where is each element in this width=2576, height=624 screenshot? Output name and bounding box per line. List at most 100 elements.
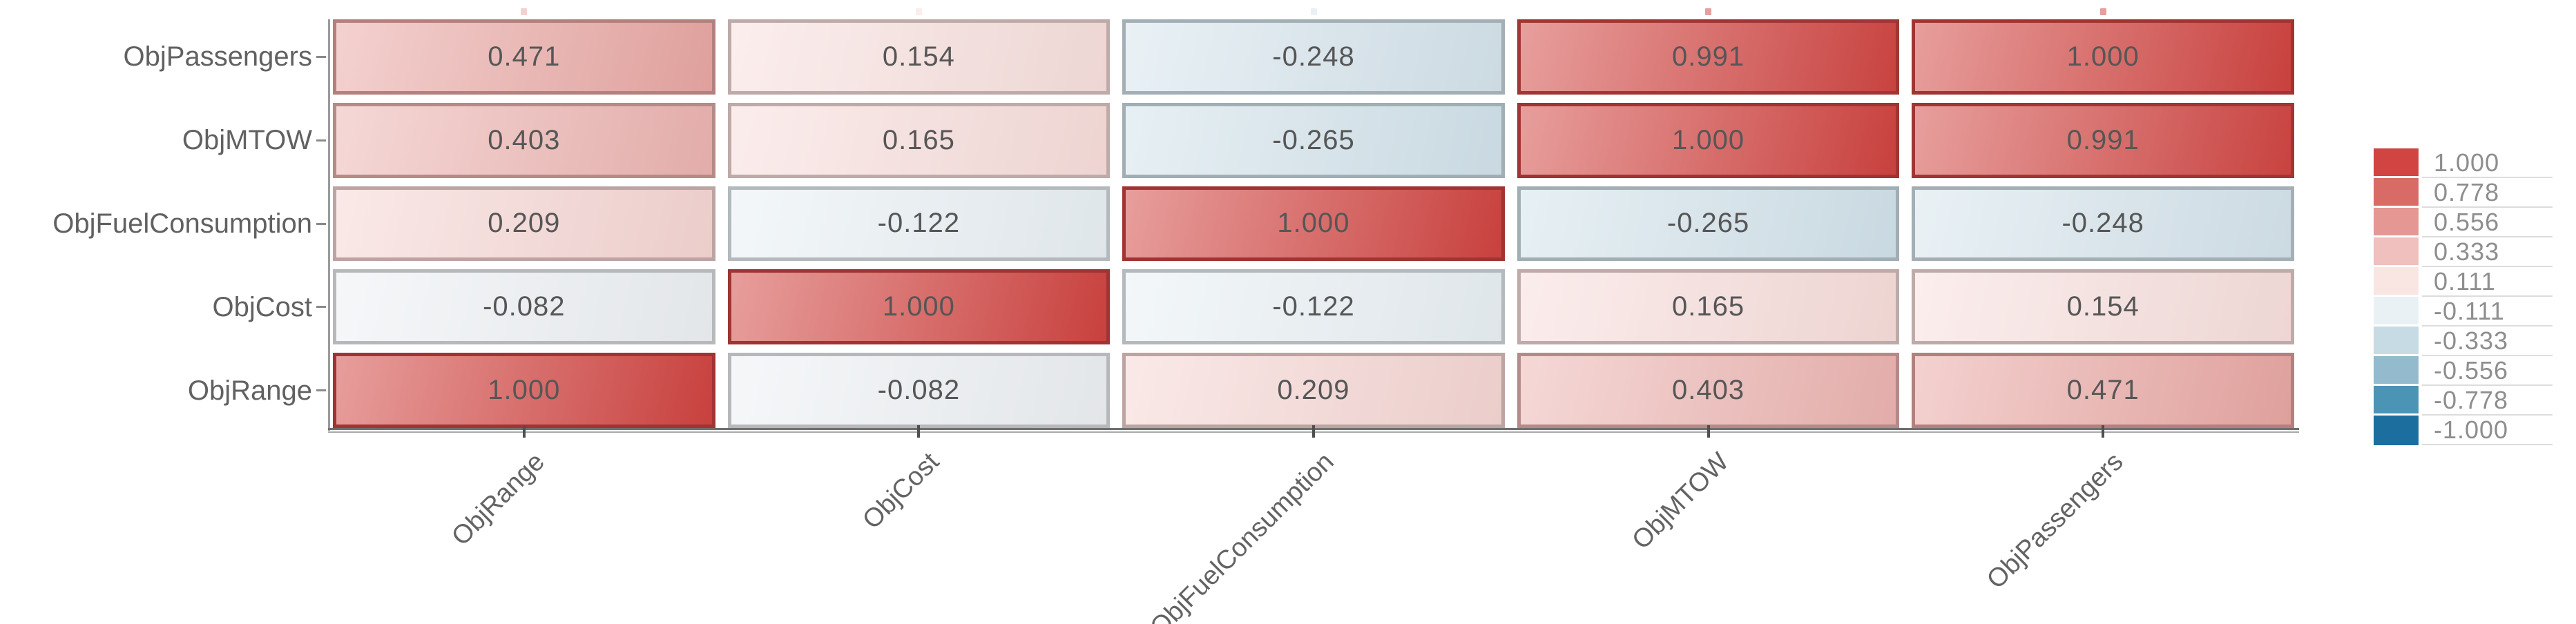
heatmap-cell[interactable]: 0.209 [1122,353,1505,428]
legend-label: -0.778 [2422,386,2553,416]
legend-label: -0.333 [2422,326,2553,356]
cell-value: 1.000 [488,375,561,406]
legend-label: 0.556 [2422,208,2553,237]
cell-value: 0.403 [1672,375,1745,406]
legend-row: 0.778 [2374,178,2553,208]
legend-row: -0.556 [2374,356,2553,386]
legend-swatch [2374,386,2419,416]
x-axis-label: ObjPassengers [1981,447,2129,595]
x-axis-tick [522,425,526,438]
legend-row: -0.111 [2374,297,2553,326]
cell-value: -0.082 [483,291,566,322]
heatmap-cell[interactable]: -0.248 [1122,19,1505,95]
legend-label: 0.778 [2422,178,2553,208]
cell-value: 0.209 [488,208,561,239]
legend-swatch [2374,416,2419,445]
column-top-tick [915,8,922,15]
heatmap-cell[interactable]: -0.248 [1912,186,2294,262]
heatmap-cell[interactable]: 0.165 [727,102,1111,178]
heatmap-cell[interactable]: 1.000 [1912,19,2294,95]
column-top-tick [521,8,528,15]
cell-value: -0.248 [2061,208,2144,239]
heatmap-cell[interactable]: 0.209 [333,186,715,262]
heatmap-cell[interactable]: 0.991 [1912,102,2294,178]
cell-value: -0.265 [1272,124,1355,155]
x-axis-label: ObjMTOW [1626,447,1735,556]
column-top-tick [1310,8,1317,15]
legend-swatch [2374,297,2419,326]
cell-value: 0.471 [488,41,561,72]
x-axis-label: ObjFuelConsumption [1144,447,1340,624]
legend-label: -0.556 [2422,356,2553,386]
cell-value: 0.471 [2066,375,2140,406]
cell-value: -0.248 [1272,41,1355,72]
heatmap-cell[interactable]: -0.082 [333,269,715,345]
cell-value: -0.122 [1272,291,1355,322]
legend-swatch [2374,148,2419,178]
y-axis-label: ObjMTOW [182,125,312,156]
x-axis-label: ObjCost [857,447,945,535]
heatmap-cell[interactable]: 0.991 [1517,19,1900,95]
legend-swatch [2374,267,2419,297]
cell-value: 0.209 [1277,375,1350,406]
heatmap-cell[interactable]: 0.403 [333,102,715,178]
cell-value: 0.154 [882,41,955,72]
heatmap-cell[interactable]: 1.000 [1517,102,1900,178]
cell-value: -0.082 [877,375,961,406]
legend-swatch [2374,237,2419,267]
cell-value: 0.991 [1672,41,1745,72]
legend-swatch [2374,326,2419,356]
legend-swatch [2374,178,2419,208]
column-top-tick [1705,8,1712,15]
legend-row: -0.778 [2374,386,2553,416]
colorbar-legend: 1.000 0.778 0.556 0.333 0.111 -0.111 -0.333 -0.… [2374,148,2553,445]
cell-value: -0.265 [1666,208,1750,239]
legend-row: 0.111 [2374,267,2553,297]
heatmap-cell[interactable]: -0.082 [727,353,1111,428]
heatmap-cell[interactable]: 0.403 [1517,353,1900,428]
y-axis-tick [316,389,326,392]
y-axis-label: ObjFuelConsumption [52,208,312,239]
legend-swatch [2374,208,2419,237]
legend-label: -1.000 [2422,416,2553,445]
cell-value: 0.165 [882,124,955,155]
x-axis-tick [917,425,921,438]
heatmap-cell[interactable]: 1.000 [727,269,1111,345]
heatmap-cell[interactable]: 0.154 [727,19,1111,95]
legend-label: 1.000 [2422,148,2553,178]
cell-value: 1.000 [2066,41,2140,72]
cell-value: -0.122 [877,208,961,239]
y-axis-tick [316,222,326,225]
legend-label: -0.111 [2422,297,2553,326]
y-axis-tick [316,139,326,142]
legend-row: -0.333 [2374,326,2553,356]
y-axis-label: ObjPassengers [123,41,312,72]
heatmap-cell[interactable]: 1.000 [1122,186,1505,262]
x-axis-tick [1312,425,1315,438]
legend-row: 1.000 [2374,148,2553,178]
y-axis-tick [316,306,326,309]
legend-label: 0.333 [2422,237,2553,267]
heatmap-cell[interactable]: -0.122 [727,186,1111,262]
y-axis-label: ObjRange [187,375,312,406]
cell-value: 1.000 [1672,124,1745,155]
y-axis-tick [316,55,326,58]
heatmap-cell[interactable]: 1.000 [333,353,715,428]
heatmap-cell[interactable]: 0.154 [1912,269,2294,345]
heatmap-cell[interactable]: -0.122 [1122,269,1505,345]
x-axis-label: ObjRange [445,447,550,552]
heatmap-cell[interactable]: 0.471 [333,19,715,95]
heatmap-cell[interactable]: -0.265 [1122,102,1505,178]
heatmap-cell[interactable]: -0.265 [1517,186,1900,262]
cell-value: 0.991 [2066,124,2140,155]
y-axis-label: ObjCost [212,291,313,322]
x-axis-tick [1707,425,1710,438]
column-top-tick [2099,8,2106,15]
heatmap-cell[interactable]: 0.471 [1912,353,2294,428]
legend-label: 0.111 [2422,267,2553,297]
legend-row: 0.556 [2374,208,2553,237]
legend-row: -1.000 [2374,416,2553,445]
heatmap-cell[interactable]: 0.165 [1517,269,1900,345]
legend-row: 0.333 [2374,237,2553,267]
